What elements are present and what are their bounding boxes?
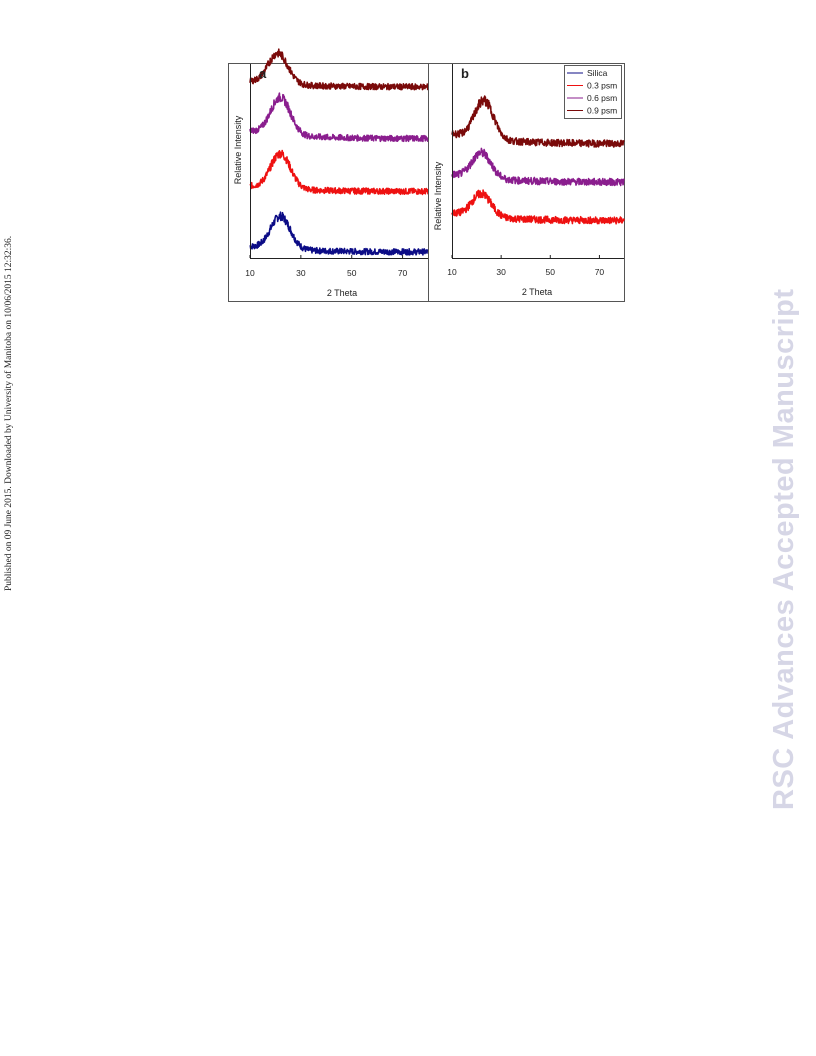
panel-a-x-tick-label: 30 — [296, 268, 306, 278]
legend-entry-0-3-psm: 0.3 psm — [587, 81, 617, 91]
panel-a-series-silica — [249, 211, 429, 256]
panel-a-series-0-3-psm — [249, 149, 429, 196]
legend: Silica 0.3 psm 0.6 psm 0.9 psm — [564, 65, 622, 119]
panel-a-series-group — [249, 48, 429, 256]
panel-a-ylabel: Relative Intensity — [233, 115, 243, 184]
panel-a-x-tick-label: 50 — [347, 268, 357, 278]
panel-b-xlabel: 2 Theta — [522, 287, 552, 297]
panel-a-x-tick-label: 10 — [245, 268, 255, 278]
panel-b-x-tick-label: 70 — [595, 267, 605, 277]
panel-a-xlabel: 2 Theta — [327, 288, 357, 298]
panel-b: 10 30 50 70 b 2 Theta Relative Intensity Si… — [433, 64, 625, 297]
panel-a-series-0-6-psm — [249, 92, 429, 143]
panel-a: 10 30 50 70 a 2 Theta Relative Intensity — [233, 48, 429, 301]
panel-a-label: a — [259, 66, 267, 81]
legend-entry-0-6-psm: 0.6 psm — [587, 93, 617, 103]
panel-b-x-tick-label: 10 — [447, 267, 457, 277]
panel-b-x-tick-label: 50 — [546, 267, 556, 277]
panel-a-x-ticks: 10 30 50 70 — [245, 255, 408, 278]
panel-b-ylabel: Relative Intensity — [433, 161, 443, 230]
panel-b-series-group — [451, 95, 625, 225]
panel-b-series-0-3-psm — [451, 189, 625, 225]
panel-b-series-0-6-psm — [451, 147, 625, 187]
legend-entry-silica: Silica — [587, 68, 608, 78]
legend-entry-0-9-psm: 0.9 psm — [587, 106, 617, 116]
panel-b-label: b — [461, 66, 469, 81]
panel-a-series-0-9-psm — [249, 48, 429, 91]
legend-box — [564, 65, 622, 119]
panel-a-x-tick-label: 70 — [398, 268, 408, 278]
panel-b-series-0-9-psm — [451, 95, 625, 148]
panel-b-x-tick-label: 30 — [496, 267, 506, 277]
panel-b-x-ticks: 10 30 50 70 — [447, 255, 604, 277]
